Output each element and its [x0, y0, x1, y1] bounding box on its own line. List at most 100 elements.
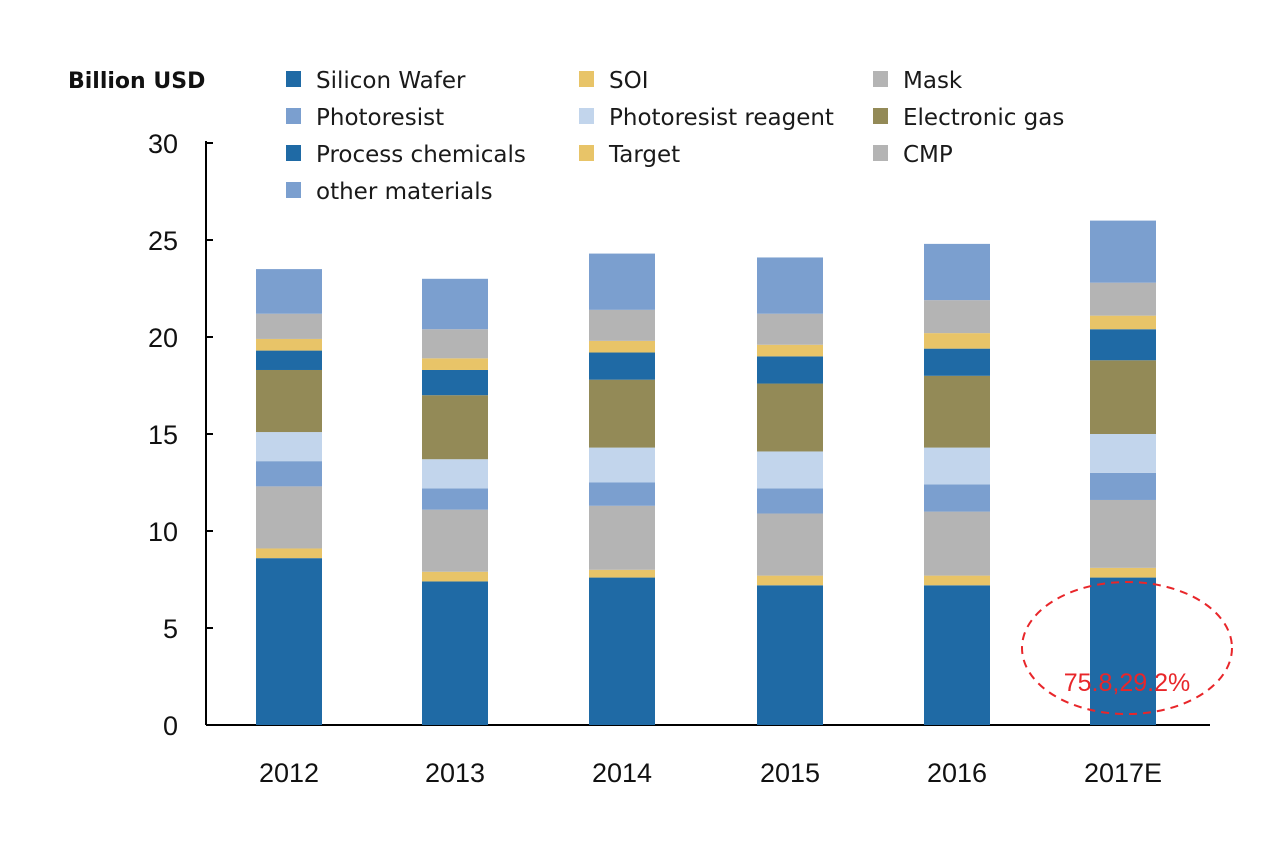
bar-segment	[924, 484, 990, 512]
bar-segment	[1090, 282, 1156, 316]
bar-segment	[757, 344, 823, 357]
bar-segment	[422, 509, 488, 572]
bar-segment	[924, 447, 990, 485]
bar-segment	[256, 350, 322, 370]
y-axis-title: Billion USD	[68, 69, 205, 94]
bar-segment	[757, 313, 823, 345]
axes: 0 5 10 15 20 25 30 2012 2013 2014 2015 2016 2017E	[148, 129, 1210, 788]
y-tick-label: 20	[148, 323, 178, 353]
legend-label: Photoresist reagent	[609, 105, 834, 131]
y-tick-label: 25	[148, 226, 178, 256]
bars-layer	[256, 220, 1156, 725]
legend-swatch	[286, 145, 301, 161]
bar-segment	[1090, 472, 1156, 500]
bar-segment	[256, 313, 322, 339]
legend-label: Electronic gas	[903, 105, 1064, 131]
bar-segment	[1090, 315, 1156, 330]
bar-segment	[422, 581, 488, 725]
bar-segment	[589, 577, 655, 725]
x-tick-label: 2015	[760, 758, 820, 788]
bar-segment	[757, 585, 823, 725]
bar-segment	[256, 432, 322, 462]
annotation-layer: 75.8,29.2%	[1021, 581, 1233, 715]
bar-segment	[589, 482, 655, 506]
legend-label: Process chemicals	[316, 142, 526, 168]
legend-swatch	[286, 182, 301, 198]
legend-label: Mask	[903, 68, 963, 94]
bar-segment	[924, 585, 990, 725]
legend-label: SOI	[609, 68, 649, 94]
bar-segment	[757, 488, 823, 514]
x-tick-label: 2014	[592, 758, 652, 788]
bar-segment	[589, 309, 655, 341]
legend-swatch	[579, 145, 594, 161]
x-tick-label: 2017E	[1084, 758, 1162, 788]
legend-swatch	[873, 71, 888, 87]
bar-segment	[924, 300, 990, 334]
bar-segment	[256, 338, 322, 351]
bar-segment	[256, 548, 322, 559]
bar-segment	[757, 356, 823, 384]
bar-segment	[422, 488, 488, 510]
bar-segment	[757, 257, 823, 314]
legend: Silicon Wafer SOI Mask Photoresist Photoresi…	[286, 68, 1064, 205]
legend-swatch	[286, 71, 301, 87]
y-tick-label: 30	[148, 129, 178, 159]
bar-segment	[589, 379, 655, 448]
y-tick-label: 5	[163, 614, 178, 644]
bar-segment	[1090, 567, 1156, 578]
legend-swatch	[579, 71, 594, 87]
bar-segment	[589, 505, 655, 570]
bar-segment	[422, 395, 488, 460]
y-tick-label: 15	[148, 420, 178, 450]
bar-segment	[757, 575, 823, 586]
bar-segment	[589, 352, 655, 380]
legend-label: Silicon Wafer	[316, 68, 466, 94]
bar-segment	[924, 375, 990, 448]
legend-swatch	[873, 145, 888, 161]
bar-segment	[924, 333, 990, 349]
bar-segment	[422, 571, 488, 582]
legend-label: CMP	[903, 142, 953, 168]
legend-label: other materials	[316, 179, 493, 205]
bar-segment	[1090, 577, 1156, 725]
bar-segment	[589, 447, 655, 483]
bar-segment	[256, 461, 322, 487]
bar-segment	[256, 269, 322, 314]
bar-segment	[924, 243, 990, 301]
bar-segment	[256, 558, 322, 725]
bar-segment	[422, 278, 488, 330]
bar-segment	[589, 569, 655, 578]
x-tick-label: 2012	[259, 758, 319, 788]
annotation-ellipse	[1021, 581, 1233, 715]
legend-swatch	[873, 108, 888, 124]
bar-segment	[256, 486, 322, 549]
bar-segment	[1090, 499, 1156, 568]
annotation-text: 75.8,29.2%	[1064, 669, 1191, 697]
legend-label: Photoresist	[316, 105, 444, 131]
bar-segment	[422, 459, 488, 489]
bar-segment	[422, 369, 488, 396]
bar-segment	[589, 253, 655, 310]
bar-segment	[589, 340, 655, 353]
bar-segment	[924, 348, 990, 376]
bar-segment	[1090, 329, 1156, 361]
bar-segment	[924, 511, 990, 576]
bar-segment	[1090, 360, 1156, 434]
legend-swatch	[286, 108, 301, 124]
bar-segment	[757, 451, 823, 489]
y-tick-label: 0	[163, 711, 178, 741]
y-tick-label: 10	[148, 517, 178, 547]
bar-segment	[422, 358, 488, 370]
x-tick-label: 2016	[927, 758, 987, 788]
bar-segment	[924, 575, 990, 586]
legend-label: Target	[608, 142, 680, 168]
bar-segment	[757, 513, 823, 576]
bar-segment	[757, 383, 823, 452]
x-tick-label: 2013	[425, 758, 485, 788]
legend-swatch	[579, 108, 594, 124]
bar-segment	[256, 369, 322, 433]
bar-segment	[1090, 434, 1156, 473]
bar-segment	[422, 329, 488, 359]
